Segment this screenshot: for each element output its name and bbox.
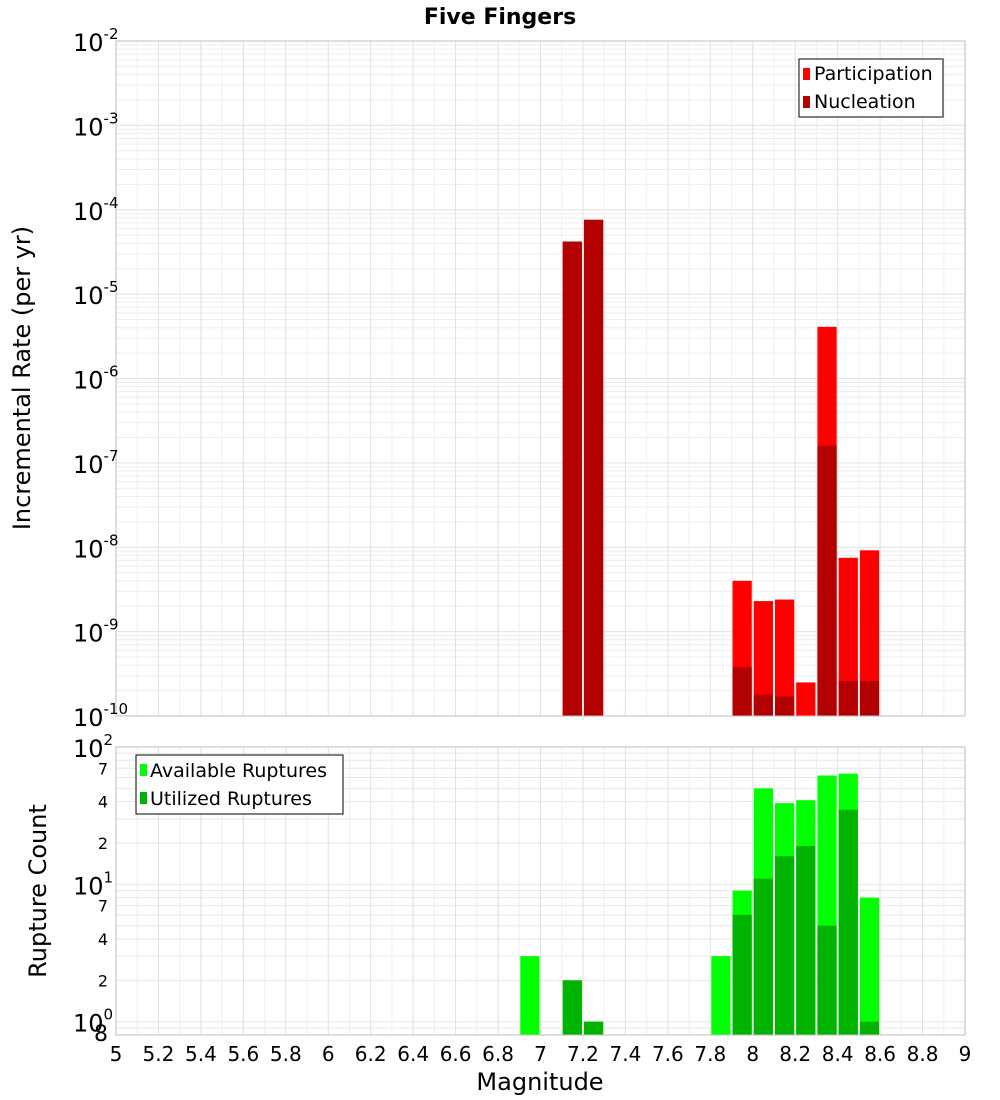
bar-utilized-ruptures-8.55 <box>859 1021 880 1035</box>
bottom-y-tick-minor: 8 <box>94 1022 108 1047</box>
top-y-tick-label: 10-4 <box>73 194 119 226</box>
bottom-plot-border <box>115 746 966 1036</box>
bottom-legend-box <box>135 754 344 815</box>
chart-title: Five Fingers <box>424 5 576 30</box>
bar-utilized-ruptures-8.05 <box>753 878 773 1035</box>
bar-utilized-ruptures-8.45 <box>838 809 858 1035</box>
bottom-y-tick-minor: 2 <box>98 834 108 853</box>
bar-utilized-ruptures-7.15 <box>562 980 582 1035</box>
bottom-y-tick-major: 102 <box>73 731 113 763</box>
x-tick-label: 7.6 <box>652 1042 684 1066</box>
bottom-legend: Available Ruptures Utilized Ruptures <box>135 754 344 815</box>
x-tick-label: 7.2 <box>567 1042 599 1066</box>
bar-utilized-ruptures-7.95 <box>732 914 752 1035</box>
bottom-y-tick-labels: 102 101 100 7 4 2 7 4 2 8 <box>73 731 113 1047</box>
x-tick-label: 8.8 <box>907 1042 939 1066</box>
bar-participation-8.45 <box>838 557 858 716</box>
top-y-tick-labels: 10-2 10-3 10-4 10-5 10-6 10-7 10-8 10-9 10-10 <box>73 25 128 732</box>
bar-participation-8.55 <box>859 550 880 716</box>
x-tick-label: 8 <box>746 1042 759 1066</box>
bar-utilized-ruptures-7.25 <box>583 1021 604 1035</box>
bottom-y-tick-minor: 2 <box>98 971 108 990</box>
top-y-tick-label: 10-8 <box>73 531 119 563</box>
bar-nucleation-8.55 <box>859 680 880 716</box>
bar-nucleation-7.15 <box>562 241 582 717</box>
legend-label-available: Available Ruptures <box>150 760 327 782</box>
legend-label-nucleation: Nucleation <box>814 91 916 113</box>
top-y-tick-label: 10-2 <box>73 25 119 57</box>
top-y-tick-label: 10-10 <box>73 700 128 732</box>
bottom-y-tick-major: 100 <box>73 1006 113 1038</box>
x-tick-label: 7.4 <box>609 1042 641 1066</box>
top-legend-box <box>798 58 944 118</box>
legend-swatch-available <box>140 764 147 776</box>
bar-participation-8.05 <box>753 601 773 716</box>
x-tick-label: 9 <box>959 1042 972 1066</box>
bar-available-ruptures-7.85 <box>711 956 731 1035</box>
top-y-tick-label: 10-9 <box>73 616 119 648</box>
bottom-y-tick-minor: 4 <box>98 793 108 812</box>
bar-nucleation-8.35 <box>817 445 837 716</box>
top-bars <box>562 219 880 717</box>
bar-available-ruptures-6.95 <box>520 956 540 1035</box>
legend-label-utilized: Utilized Ruptures <box>150 788 312 810</box>
top-y-tick-label: 10-6 <box>73 363 119 395</box>
x-tick-label: 5 <box>110 1042 123 1066</box>
bar-nucleation-7.25 <box>583 219 604 717</box>
bar-nucleation-8.45 <box>838 680 858 716</box>
bottom-y-tick-minor: 7 <box>98 897 108 916</box>
top-plot-border <box>115 40 966 717</box>
top-y-axis-label: Incremental Rate (per yr) <box>8 226 36 530</box>
x-tick-label: 5.2 <box>143 1042 175 1066</box>
top-legend: Participation Nucleation <box>798 58 944 118</box>
x-tick-label: 7.8 <box>694 1042 726 1066</box>
legend-swatch-utilized <box>140 792 147 804</box>
bottom-bars <box>520 773 880 1035</box>
x-tick-label: 7 <box>534 1042 547 1066</box>
top-y-tick-label: 10-5 <box>73 278 119 310</box>
x-tick-label: 5.8 <box>270 1042 302 1066</box>
bar-nucleation-8.05 <box>753 694 773 716</box>
bottom-y-axis-label: Rupture Count <box>24 804 52 978</box>
bar-nucleation-8.15 <box>774 696 795 716</box>
x-tick-label: 5.6 <box>227 1042 259 1066</box>
bar-participation-8.25 <box>796 682 816 716</box>
bar-available-ruptures-8.55 <box>859 897 880 1035</box>
x-tick-labels: 5 5.2 5.4 5.6 5.8 6 6.2 6.4 6.6 6.8 7 7.2 7.4 7.6 7.8 8… <box>110 1042 972 1066</box>
x-tick-label: 8.6 <box>864 1042 896 1066</box>
x-tick-label: 8.4 <box>822 1042 854 1066</box>
x-axis-label: Magnitude <box>476 1068 603 1096</box>
top-panel: 10-2 10-3 10-4 10-5 10-6 10-7 10-8 10-9 10-10 In… <box>8 25 966 732</box>
bottom-panel: 102 101 100 7 4 2 7 4 2 8 Rupture Count Available… <box>24 731 971 1096</box>
top-y-tick-label: 10-3 <box>73 109 119 141</box>
bottom-y-tick-minor: 7 <box>98 759 108 778</box>
bar-participation-8.15 <box>774 599 795 716</box>
legend-swatch-participation <box>803 68 810 80</box>
bottom-y-tick-major: 101 <box>73 868 113 900</box>
bottom-y-tick-minor: 4 <box>98 930 108 949</box>
x-tick-label: 6 <box>322 1042 335 1066</box>
x-tick-label: 6.6 <box>440 1042 472 1066</box>
x-tick-label: 5.4 <box>185 1042 217 1066</box>
bar-utilized-ruptures-8.25 <box>796 846 816 1035</box>
legend-label-participation: Participation <box>814 63 933 85</box>
top-grid <box>115 41 966 717</box>
x-tick-label: 6.4 <box>397 1042 429 1066</box>
top-y-tick-label: 10-7 <box>73 447 119 479</box>
bar-utilized-ruptures-8.35 <box>817 925 837 1035</box>
x-tick-label: 8.2 <box>779 1042 811 1066</box>
bar-nucleation-7.95 <box>732 667 752 716</box>
x-tick-label: 6.2 <box>355 1042 387 1066</box>
bar-utilized-ruptures-8.15 <box>774 856 795 1035</box>
x-tick-label: 6.8 <box>482 1042 514 1066</box>
legend-swatch-nucleation <box>803 96 810 108</box>
